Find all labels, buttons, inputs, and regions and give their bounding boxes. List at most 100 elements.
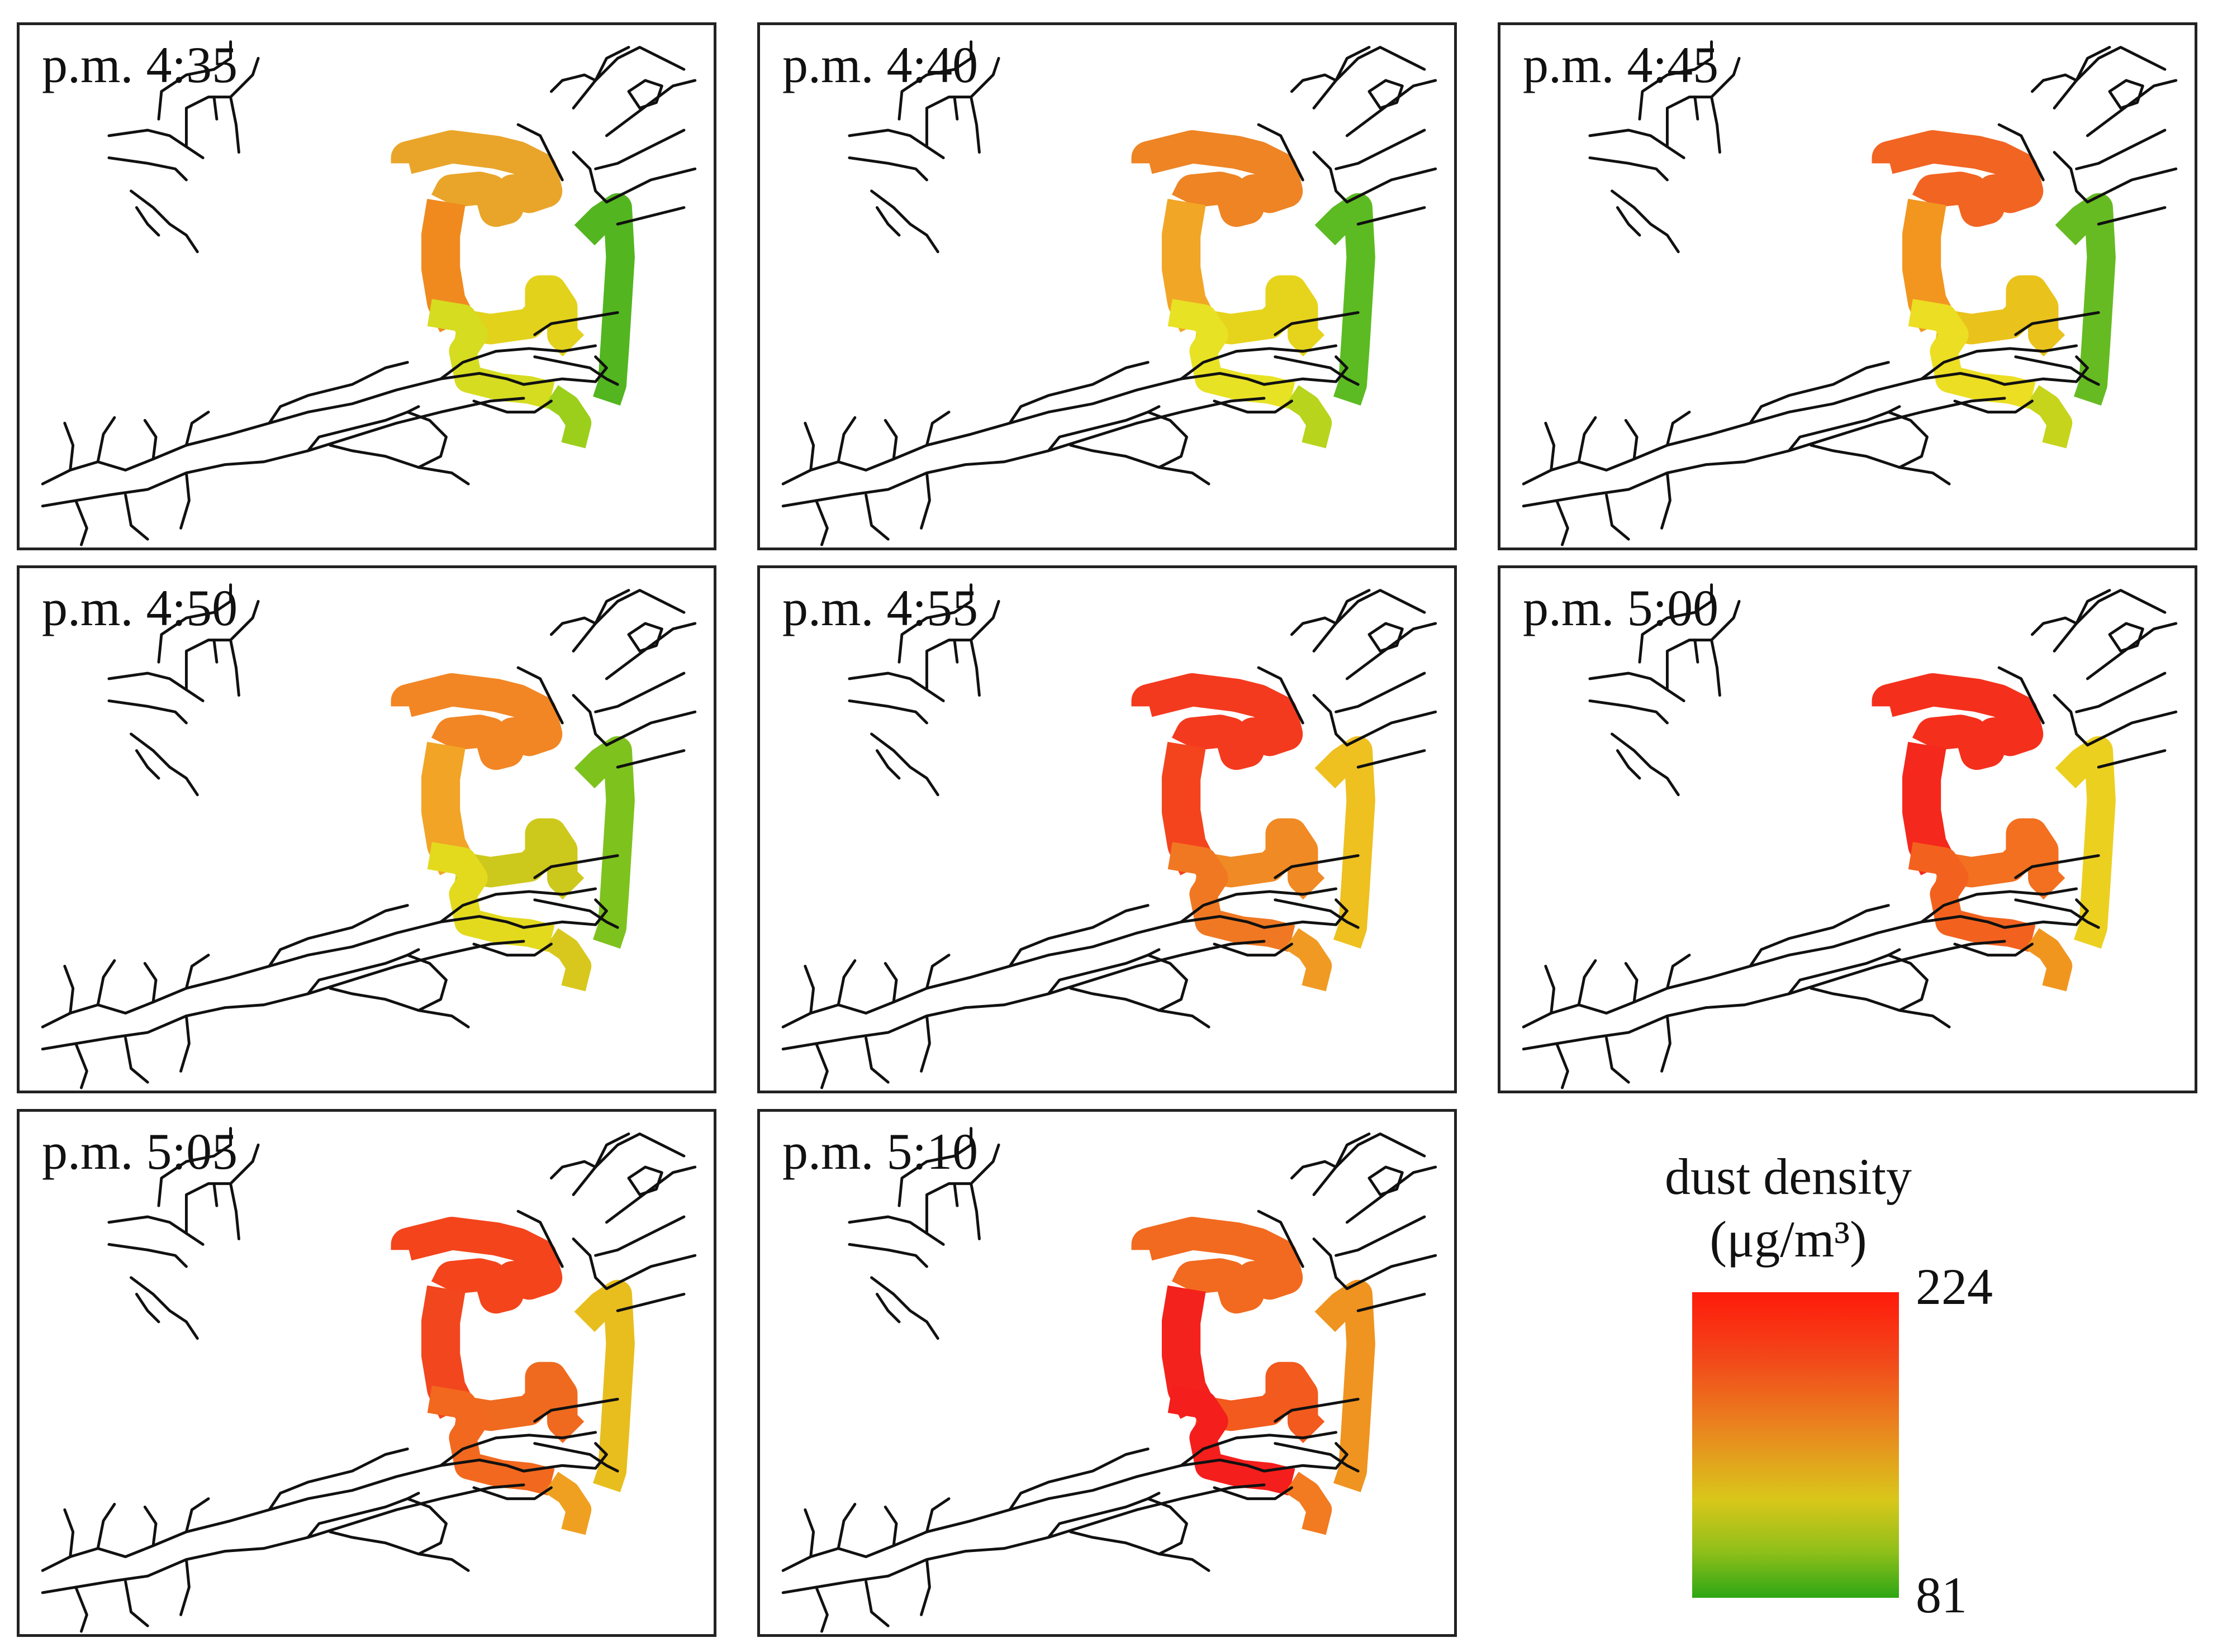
street-outline: [2086, 710, 2178, 747]
street-outline: [41, 372, 525, 485]
street-outline: [594, 1132, 686, 1169]
street-outline: [2108, 79, 2144, 110]
time-label: p.m. 4:40: [782, 36, 979, 93]
street-map: [781, 583, 1437, 1089]
street-outline: [837, 416, 857, 464]
street-outline: [970, 639, 981, 697]
street-outline: [953, 96, 959, 121]
density-segment-lowr: [544, 385, 592, 449]
street-outline: [1522, 397, 2006, 508]
street-outline: [522, 1442, 608, 1473]
density-segment-top: [1131, 130, 1303, 227]
street-outline: [605, 167, 697, 204]
street-outline: [594, 1215, 686, 1257]
street-outline: [1345, 1254, 1437, 1291]
street-outline: [884, 1505, 898, 1548]
street-outline: [925, 84, 984, 149]
street-outline: [549, 73, 597, 93]
street-outline: [212, 639, 219, 664]
street-outline: [980, 599, 1000, 631]
street-outline: [229, 1182, 240, 1241]
street-outline: [605, 1254, 697, 1291]
street-outline: [268, 904, 409, 968]
street-outline: [1146, 1497, 1188, 1556]
street-outline: [1008, 1448, 1150, 1511]
street-outline: [970, 96, 981, 154]
street-outline: [781, 940, 1266, 1051]
street-outline: [1274, 355, 1360, 386]
street-outline: [306, 1492, 420, 1539]
street-outline: [1146, 954, 1188, 1012]
legend-title-line2: (μg/m³): [1709, 1211, 1867, 1268]
street-outline: [1544, 964, 1556, 1015]
density-segment-mid: [1195, 818, 1325, 900]
street-outline: [1588, 699, 1669, 725]
street-outline: [2075, 46, 2167, 82]
map-panel: p.m. 4:35: [17, 22, 716, 550]
street-outline: [925, 1497, 951, 1534]
street-outline: [1356, 1293, 1426, 1312]
street-outline: [875, 1293, 901, 1323]
street-outline: [184, 411, 210, 447]
street-outline: [1887, 954, 1929, 1012]
street-outline: [124, 1580, 149, 1627]
street-outline: [107, 699, 188, 725]
street-map: [41, 40, 697, 546]
street-outline: [96, 1503, 116, 1550]
street-outline: [2075, 128, 2167, 170]
density-segment-lowr: [1285, 928, 1332, 992]
map-panel: p.m. 4:50: [17, 565, 716, 1093]
street-outline: [63, 964, 75, 1015]
street-outline: [1624, 961, 1639, 1004]
street-outline: [897, 40, 973, 121]
street-outline: [1335, 1215, 1426, 1257]
street-outline: [1665, 411, 1691, 447]
street-outline: [1290, 73, 1338, 93]
street-outline: [41, 940, 525, 1051]
street-outline: [41, 1458, 525, 1572]
street-outline: [1180, 1431, 1338, 1467]
legend-max-value: 224: [1916, 1258, 1993, 1315]
street-outline: [107, 156, 188, 182]
density-overlay: [1131, 130, 1375, 449]
density-segment-lowr: [2025, 928, 2073, 992]
time-label: p.m. 5:10: [782, 1123, 979, 1180]
legend-title-line1: dust density: [1664, 1148, 1912, 1205]
map-panel: p.m. 4:40: [757, 22, 1457, 550]
street-outline: [1522, 372, 2006, 485]
street-outline: [1555, 499, 1569, 546]
street-outline: [1710, 639, 1721, 697]
street-outline: [1544, 421, 1556, 472]
street-outline: [925, 1171, 984, 1235]
density-segment-lowr: [544, 1472, 592, 1535]
density-overlay: [391, 130, 635, 449]
street-outline: [1262, 1442, 1348, 1473]
street-outline: [1616, 206, 1641, 237]
street-outline: [1693, 96, 1699, 121]
street-outline: [925, 411, 951, 447]
density-segment-mid: [1935, 275, 2065, 357]
street-outline: [1008, 904, 1150, 968]
street-outline: [240, 1143, 260, 1174]
street-outline: [1274, 1398, 1360, 1423]
street-outline: [1522, 915, 2006, 1029]
density-segment-right: [1314, 193, 1375, 406]
street-outline: [1290, 616, 1338, 636]
street-outline: [1213, 1486, 1293, 1501]
street-outline: [1605, 1036, 1630, 1084]
street-outline: [572, 151, 608, 204]
street-outline: [2108, 622, 2144, 653]
street-outline: [2053, 589, 2111, 653]
street-outline: [240, 599, 260, 631]
street-outline: [516, 666, 564, 725]
street-outline: [848, 156, 928, 182]
density-segment-right: [1314, 1279, 1375, 1492]
street-outline: [2086, 167, 2178, 204]
map-panel: p.m. 5:10: [757, 1109, 1457, 1637]
street-outline: [1997, 666, 2045, 725]
street-outline: [815, 1586, 829, 1633]
street-outline: [1335, 128, 1426, 170]
street-outline: [549, 616, 597, 636]
density-segment-top: [391, 1216, 563, 1314]
legend-title: dust density (μg/m³): [1637, 1145, 1939, 1270]
